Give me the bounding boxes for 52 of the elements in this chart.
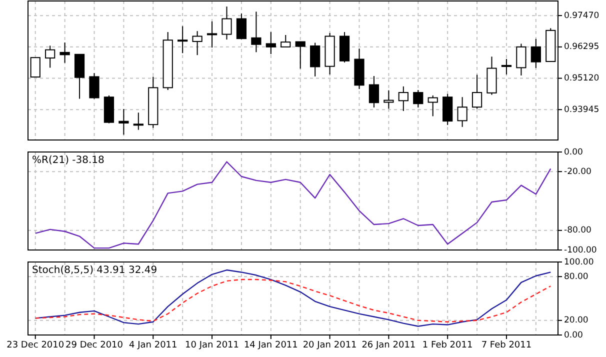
candlestick bbox=[251, 11, 262, 53]
candlestick bbox=[501, 58, 512, 75]
candlestick bbox=[398, 86, 408, 112]
x-tick-label: 20 Jan 2011 bbox=[302, 340, 357, 351]
y-tick-label: 80.00 bbox=[564, 272, 588, 282]
candlestick bbox=[236, 13, 247, 40]
x-tick-label: 14 Jan 2011 bbox=[244, 340, 298, 351]
candlestick bbox=[516, 43, 526, 76]
x-tick-label: 23 Dec 2010 bbox=[6, 340, 64, 351]
x-tick-label: 10 Jan 2011 bbox=[185, 340, 240, 351]
candlestick bbox=[222, 6, 232, 40]
candlestick bbox=[530, 38, 541, 68]
line-series bbox=[34, 278, 552, 322]
y-tick-label: -80.00 bbox=[564, 226, 592, 236]
x-tick-label: 29 Dec 2010 bbox=[66, 340, 124, 351]
candlestick bbox=[310, 42, 320, 77]
candlestick bbox=[384, 90, 394, 110]
candlestick bbox=[295, 41, 306, 70]
x-tick-label: 4 Jan 2011 bbox=[129, 340, 178, 351]
y-tick-label: 0.93945 bbox=[564, 104, 600, 115]
y-tick-label: -100.00 bbox=[564, 245, 597, 256]
candlestick bbox=[178, 26, 188, 54]
candlestick bbox=[45, 45, 56, 68]
candlestick bbox=[280, 34, 291, 48]
candlestick bbox=[413, 90, 424, 108]
y-tick-label: -20.00 bbox=[564, 166, 592, 177]
candlestick bbox=[206, 20, 218, 48]
candlestick bbox=[74, 54, 85, 100]
candlestick bbox=[472, 74, 482, 110]
candlestick bbox=[457, 96, 468, 128]
chart-title: Stoch(8,5,5) 43.91 32.49 bbox=[32, 265, 158, 276]
y-tick-label: 100.00 bbox=[564, 257, 594, 268]
candlestick bbox=[266, 32, 276, 55]
candlestick bbox=[368, 76, 380, 108]
y-tick-label: 0.97470 bbox=[564, 10, 600, 21]
candlestick bbox=[118, 108, 129, 136]
y-tick-label: 0.96295 bbox=[564, 42, 600, 52]
x-tick-label: 26 Jan 2011 bbox=[362, 340, 416, 351]
candlestick bbox=[133, 112, 144, 130]
candlestick bbox=[428, 94, 438, 117]
candlestick bbox=[442, 93, 453, 126]
x-tick-label: 7 Feb 2011 bbox=[481, 340, 532, 351]
y-tick-label: 20.00 bbox=[564, 316, 588, 326]
y-tick-label: 0.00 bbox=[564, 330, 583, 340]
chart-title: %R(21) -38.18 bbox=[32, 155, 104, 166]
y-tick-label: 0.95120 bbox=[564, 74, 600, 84]
candlestick bbox=[60, 42, 70, 64]
candlestick bbox=[30, 57, 40, 78]
x-tick-label: 1 Feb 2011 bbox=[422, 340, 473, 351]
candlestick bbox=[89, 72, 100, 100]
candlestick bbox=[192, 30, 202, 56]
y-tick-label: 0.00 bbox=[564, 147, 583, 158]
